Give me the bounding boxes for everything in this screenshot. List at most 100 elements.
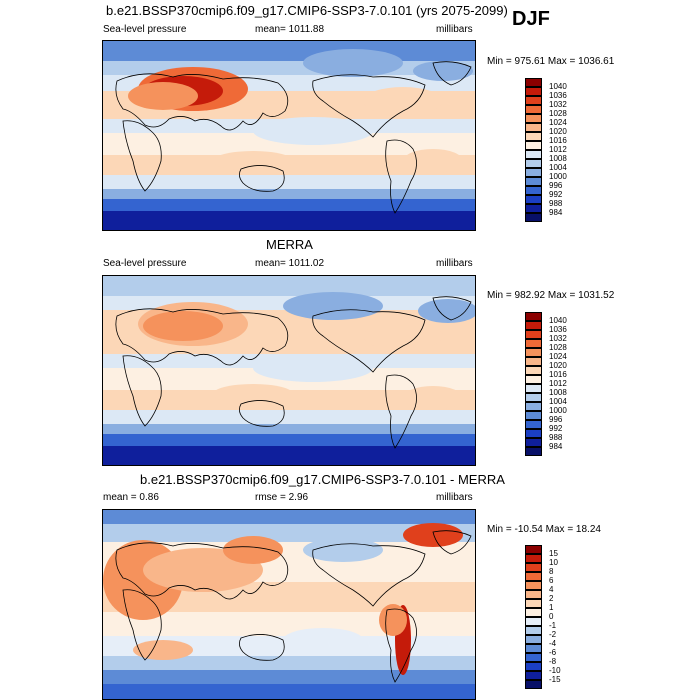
panel1-map-cell <box>403 149 463 173</box>
panel3-colorbar-tick-label: -10 <box>549 666 561 675</box>
panel2-colorbar-tick-label: 1008 <box>549 388 567 397</box>
panel1-colorbar-tick-label: 992 <box>549 190 563 199</box>
panel2-map-cell <box>403 386 463 410</box>
panel2-map-band <box>103 276 475 296</box>
panel2-map-coastline <box>115 308 289 366</box>
panel1-colorbar-swatch <box>525 96 542 105</box>
panel3-rmse-label: rmse = 2.96 <box>255 492 309 503</box>
panel1-map-cell <box>253 117 373 145</box>
panel3-map-coastline <box>122 589 162 661</box>
panel3-colorbar-swatch <box>525 581 542 590</box>
panel2-colorbar-tick-label: 1000 <box>549 406 567 415</box>
panel1-colorbar-swatch <box>525 150 542 159</box>
panel1-colorbar-tick-label: 1020 <box>549 127 567 136</box>
panel1-map-cell <box>128 82 198 110</box>
panel2-map-coastline <box>239 400 285 427</box>
panel2-variable-label: Sea-level pressure <box>103 258 187 269</box>
panel1-map-coastline <box>115 73 289 131</box>
panel3-colorbar-swatch <box>525 653 542 662</box>
panel1-title: b.e21.BSSP370cmip6.f09_g17.CMIP6-SSP3-7.… <box>106 3 508 18</box>
panel2-colorbar-tick-label: 1012 <box>549 379 567 388</box>
panel2-map-band <box>103 446 475 465</box>
panel2-colorbar-tick-label: 992 <box>549 424 563 433</box>
panel3-map-coastline <box>432 530 472 555</box>
panel2-colorbar-swatch <box>525 366 542 375</box>
panel2-colorbar-swatch <box>525 312 542 321</box>
panel2-colorbar-tick-label: 996 <box>549 415 563 424</box>
panel2-colorbar-swatch <box>525 447 542 456</box>
panel3-colorbar-swatch <box>525 572 542 581</box>
panel1-colorbar-swatch <box>525 177 542 186</box>
panel1-colorbar-tick-label: 1012 <box>549 145 567 154</box>
panel3-colorbar-tick-label: 6 <box>549 576 554 585</box>
panel1-colorbar-swatch <box>525 123 542 132</box>
panel1-colorbar-swatch <box>525 204 542 213</box>
panel2-map-cell <box>213 384 293 404</box>
panel2-colorbar-tick-label: 1016 <box>549 370 567 379</box>
panel3-colorbar-swatch <box>525 617 542 626</box>
panel3-colorbar-swatch <box>525 626 542 635</box>
panel1-colorbar-swatch <box>525 105 542 114</box>
panel3-colorbar-tick-label: -8 <box>549 657 557 666</box>
panel3-colorbar-tick-label: -15 <box>549 675 561 684</box>
panel3-title: b.e21.BSSP370cmip6.f09_g17.CMIP6-SSP3-7.… <box>140 472 505 487</box>
panel3-map-band <box>103 612 475 636</box>
panel3-map-cell <box>303 538 383 562</box>
panel2-colorbar-swatch <box>525 429 542 438</box>
panel2-colorbar-swatch <box>525 420 542 429</box>
panel2-map-cell <box>283 292 383 320</box>
panel1-mean-label: mean= 1011.88 <box>255 24 325 35</box>
panel2-map-coastline <box>432 296 472 321</box>
panel2-map-band <box>103 424 475 434</box>
panel1-map-band <box>103 211 475 230</box>
panel3-mean-label: mean = 0.86 <box>103 492 159 503</box>
panel3-map-coastline <box>312 543 426 607</box>
panel1-colorbar-tick-label: 1016 <box>549 136 567 145</box>
panel1-colorbar-tick-label: 1024 <box>549 118 567 127</box>
panel2-map-band <box>103 434 475 446</box>
panel3-colorbar-swatch <box>525 563 542 572</box>
panel2-colorbar-tick-label: 1028 <box>549 343 567 352</box>
panel3-colorbar-swatch <box>525 545 542 554</box>
panel1-colorbar-swatch <box>525 195 542 204</box>
panel2-map-band <box>103 410 475 424</box>
panel1-colorbar-tick-label: 1028 <box>549 109 567 118</box>
panel2-colorbar-swatch <box>525 393 542 402</box>
panel2-colorbar-swatch <box>525 348 542 357</box>
panel2-colorbar: 1040 1036 1032 1028 1024 1020 1016 1012 1008 1004… <box>525 312 585 456</box>
panel3-map-coastline <box>115 542 289 600</box>
panel1-map-coastline <box>385 139 417 214</box>
panel2-colorbar-tick-label: 1024 <box>549 352 567 361</box>
panel2-map-cell <box>253 354 373 382</box>
panel2-map-cell <box>363 322 443 350</box>
panel1-colorbar-tick-label: 1004 <box>549 163 567 172</box>
panel2-colorbar-swatch <box>525 402 542 411</box>
panel2-map-cell <box>143 311 223 341</box>
panel3-colorbar-tick-label: -6 <box>549 648 557 657</box>
panel3-map-cell <box>133 640 193 660</box>
panel1-map-coastline <box>312 74 426 138</box>
panel1-colorbar-swatch <box>525 168 542 177</box>
panel1-colorbar-tick-label: 1032 <box>549 100 567 109</box>
panel3-map-band <box>103 684 475 699</box>
panel2-colorbar-swatch <box>525 321 542 330</box>
panel2-colorbar-swatch <box>525 330 542 339</box>
panel3-colorbar-tick-label: 10 <box>549 558 558 567</box>
panel1-colorbar-swatch <box>525 141 542 150</box>
panel1-map-coastline <box>239 165 285 192</box>
panel1-colorbar-swatch <box>525 132 542 141</box>
panel1-map-cell <box>213 151 293 171</box>
panel1-units-label: millibars <box>436 24 473 35</box>
panel3-map-cell <box>283 628 363 652</box>
panel2-map-cell <box>418 299 475 323</box>
panel3-colorbar-swatch <box>525 599 542 608</box>
panel1-map-cell <box>413 61 473 81</box>
panel3-colorbar: 15 10 8 6 4 2 1 0 -1 -2 -4 -6 -8 -10 -15 <box>525 545 585 689</box>
panel3-minmax: Min = -10.54 Max = 18.24 <box>487 524 601 535</box>
panel2-units-label: millibars <box>436 258 473 269</box>
panel1-colorbar-tick-label: 984 <box>549 208 563 217</box>
panel3-colorbar-tick-label: 1 <box>549 603 554 612</box>
panel2-colorbar-swatch <box>525 411 542 420</box>
panel3-map-band <box>103 524 475 542</box>
panel1-map-field <box>103 41 475 230</box>
